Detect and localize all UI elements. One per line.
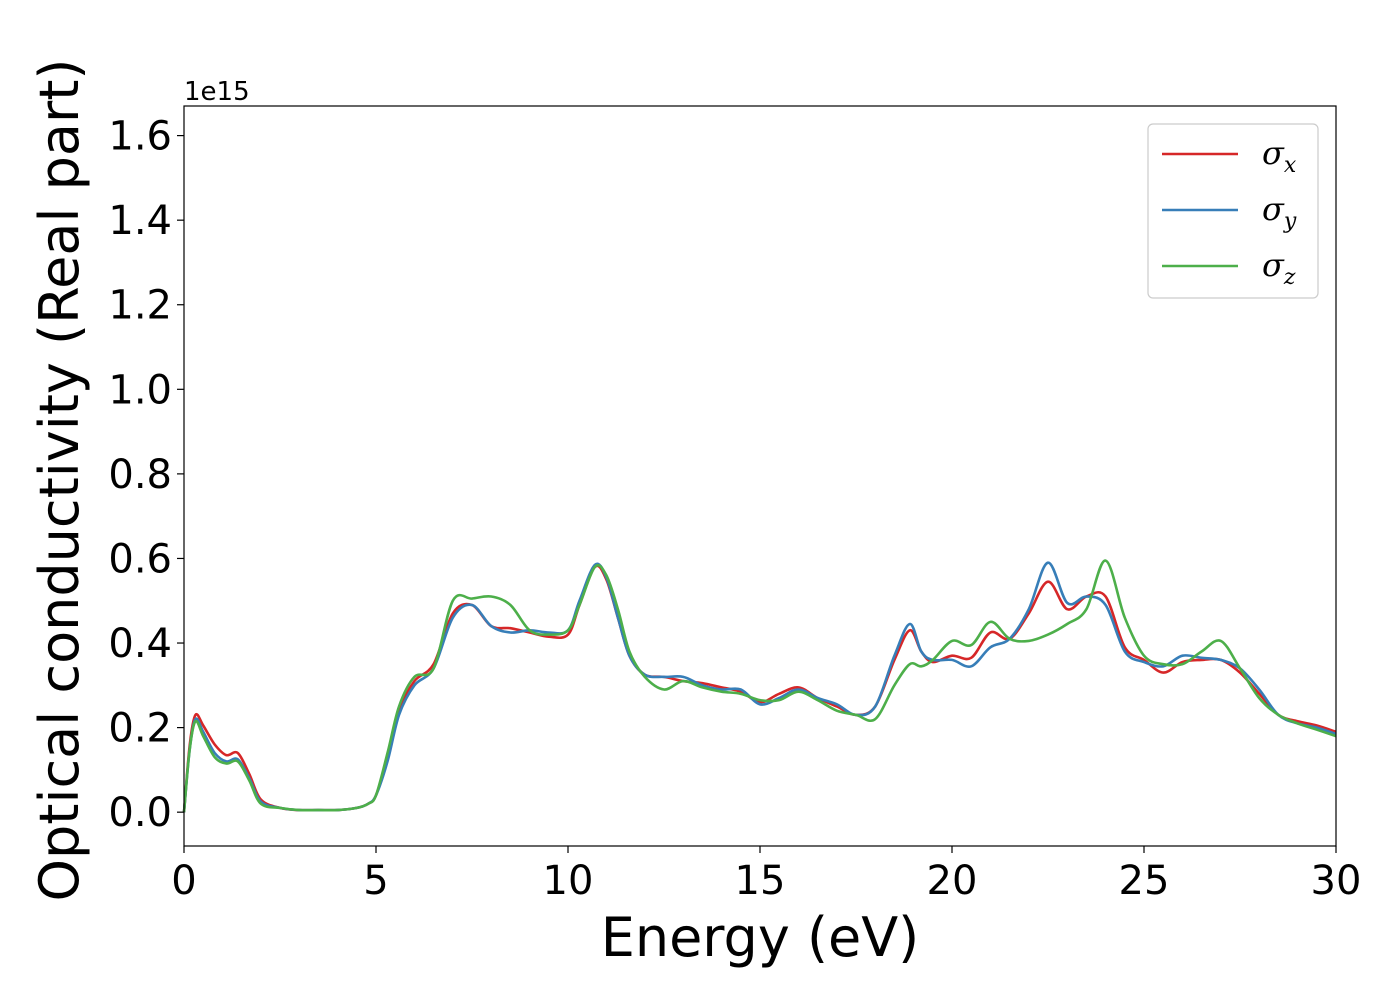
legend-label-x: σx (1262, 134, 1297, 178)
y-tick-label: 0.0 (108, 790, 172, 836)
y-axis-label: Optical conductivity (Real part) (28, 59, 91, 902)
legend-subscript: z (1283, 265, 1296, 290)
x-tick-label: 30 (1311, 858, 1362, 904)
x-tick-label: 0 (171, 858, 196, 904)
legend-subscript: y (1283, 209, 1297, 234)
x-tick-label: 25 (1119, 858, 1170, 904)
y-tick-label: 1.4 (108, 198, 172, 244)
x-axis-ticks: 0 5 10 15 20 25 30 (171, 846, 1361, 904)
y-tick-label: 1.0 (108, 367, 172, 413)
y-tick-label: 1.6 (108, 114, 172, 160)
x-tick-label: 10 (543, 858, 594, 904)
x-tick-label: 20 (927, 858, 978, 904)
y-offset-label: 1e15 (184, 77, 250, 107)
y-tick-label: 0.2 (108, 706, 172, 752)
series-lines (182, 559, 1337, 813)
series-line-z (182, 559, 1337, 813)
x-axis-label: Energy (eV) (601, 906, 920, 969)
y-tick-label: 0.4 (108, 621, 172, 667)
y-tick-label: 0.6 (108, 536, 172, 582)
y-tick-label: 1.2 (108, 283, 172, 329)
y-axis-ticks: 0.0 0.2 0.4 0.6 0.8 1.0 1.2 1.4 1.6 (108, 114, 184, 836)
x-tick-label: 5 (363, 858, 388, 904)
x-tick-label: 15 (735, 858, 786, 904)
legend-subscript: x (1284, 153, 1297, 178)
y-tick-label: 0.8 (108, 452, 172, 498)
